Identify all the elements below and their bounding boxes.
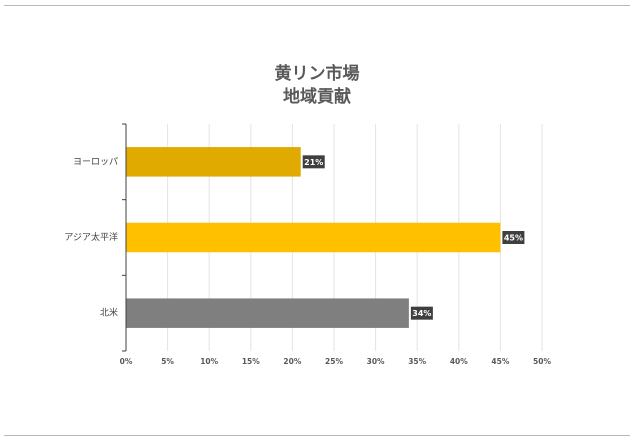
x-tick-labels: 0% 5% 10% 15% 20% 25% 30% 35% 40% 45% 50% xyxy=(120,357,552,366)
x-tick-label: 30% xyxy=(367,357,385,366)
chart-title-line-1: 黄リン市場 xyxy=(275,63,360,84)
chart-title-line-2: 地域貢献 xyxy=(283,86,351,107)
x-tick-label: 10% xyxy=(200,357,218,366)
bar xyxy=(126,222,501,253)
bars-group: 21% 45% 34% xyxy=(126,147,525,328)
category-label: 北米 xyxy=(100,307,118,319)
category-label: アジア太平洋 xyxy=(64,231,118,243)
x-tick-label: 25% xyxy=(325,357,343,366)
x-tick-label: 40% xyxy=(450,357,468,366)
data-label-box xyxy=(502,231,525,244)
data-label: 21% xyxy=(304,158,323,167)
bar xyxy=(126,147,301,177)
x-tick-label: 35% xyxy=(408,357,426,366)
x-tick-label: 20% xyxy=(283,357,301,366)
x-tick-label: 15% xyxy=(242,357,260,366)
x-tick-label: 5% xyxy=(161,357,174,366)
x-tick-label: 45% xyxy=(491,357,509,366)
data-label-box xyxy=(410,306,433,320)
data-label: 34% xyxy=(412,309,431,318)
x-tick-label: 50% xyxy=(533,357,551,366)
x-tick-label: 0% xyxy=(120,357,133,366)
bottom-border-line xyxy=(4,435,630,436)
data-label-box xyxy=(302,155,325,169)
bar xyxy=(126,298,409,328)
data-label: 45% xyxy=(504,234,523,243)
category-label: ヨーロッパ xyxy=(73,156,118,167)
top-border-line xyxy=(4,5,630,6)
